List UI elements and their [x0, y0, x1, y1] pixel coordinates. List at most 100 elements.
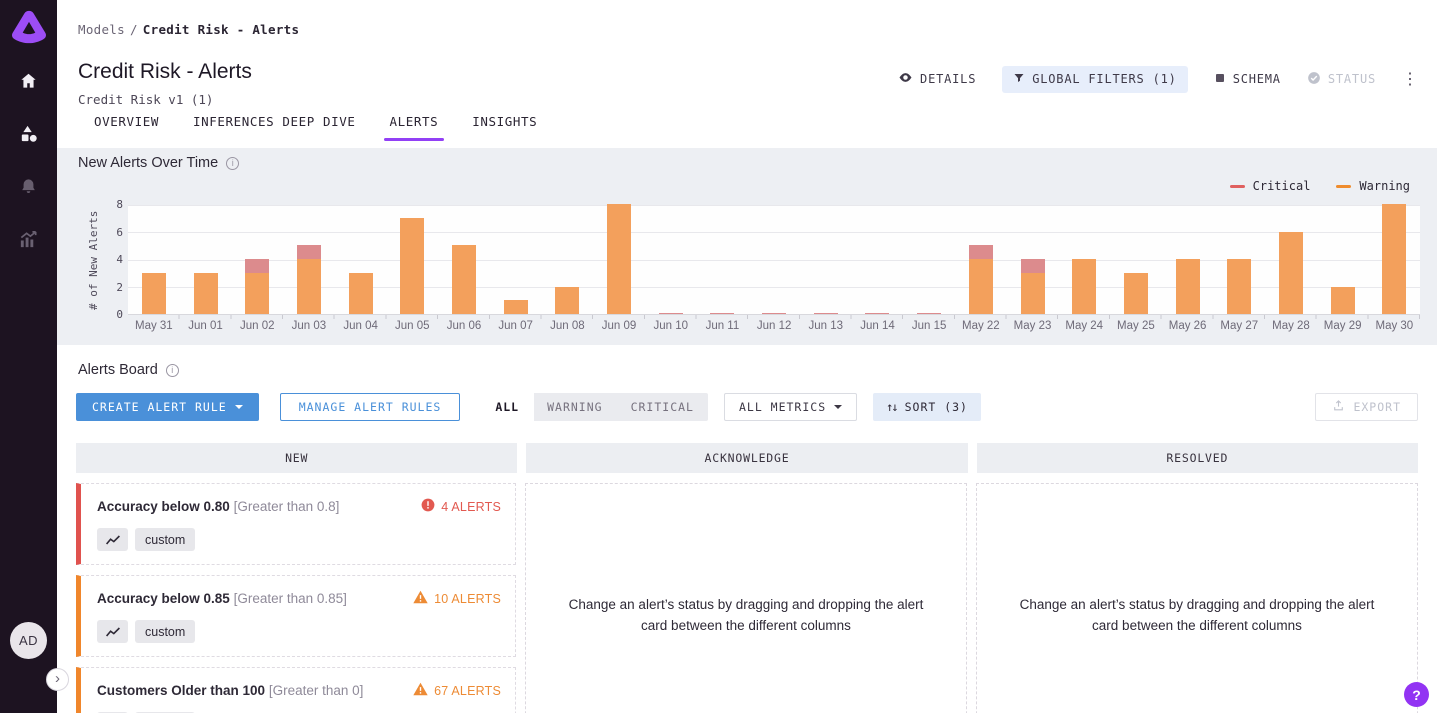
column-header-new: NEW: [76, 443, 518, 473]
details-button[interactable]: DETAILS: [898, 70, 976, 88]
bar-warning-segment: [968, 259, 993, 314]
legend-item-critical[interactable]: Critical: [1229, 179, 1310, 193]
alert-condition: [Greater than 0.85]: [233, 591, 347, 606]
bar-group: [1162, 205, 1214, 314]
bar-group: [231, 205, 283, 314]
bar-critical-segment: [1020, 259, 1045, 273]
x-tick-label: Jun 07: [498, 320, 533, 332]
severity-filter-segmented: ALL WARNING CRITICAL: [481, 393, 708, 421]
tag-chip[interactable]: custom: [135, 620, 196, 643]
bar-group: [128, 205, 180, 314]
alerts-board-title: Alerts Board i: [78, 362, 179, 378]
bar-group: [1213, 205, 1265, 314]
chart-plot: [128, 204, 1421, 315]
export-button[interactable]: EXPORT: [1315, 393, 1418, 421]
alerts-board: Alerts Board i CREATE ALERT RULE MANAGE …: [57, 345, 1437, 713]
arize-logo-icon[interactable]: [0, 0, 57, 48]
avatar[interactable]: AD: [10, 622, 47, 659]
status-button[interactable]: STATUS: [1307, 71, 1376, 88]
tab-overview[interactable]: OVERVIEW: [92, 110, 161, 141]
sort-arrows-icon: ↑↓: [886, 400, 899, 414]
x-tick-label: May 27: [1220, 320, 1259, 332]
bar-group: [645, 205, 697, 314]
x-tick-label: Jun 06: [446, 320, 482, 332]
info-icon[interactable]: i: [165, 363, 179, 377]
x-tick-label: Jun 13: [808, 320, 844, 332]
line-chart-icon[interactable]: [97, 528, 128, 551]
tag-chip[interactable]: custom: [135, 528, 196, 551]
check-circle-icon: [1307, 71, 1321, 88]
global-filters-button[interactable]: GLOBAL FILTERS (1): [1002, 65, 1188, 93]
breadcrumb-separator: /: [129, 22, 138, 37]
breadcrumb: Models / Credit Risk - Alerts: [78, 22, 299, 37]
all-metrics-dropdown[interactable]: ALL METRICS: [723, 393, 858, 421]
bar-group: [1369, 204, 1421, 314]
bar-warning-segment: [245, 272, 270, 314]
bar-warning-segment: [1072, 259, 1097, 314]
bar-group: [1058, 205, 1110, 314]
chevron-down-icon: [834, 405, 843, 409]
bar-group: [697, 205, 749, 314]
manage-alert-rules-button[interactable]: MANAGE ALERT RULES: [279, 393, 461, 421]
create-alert-rule-button[interactable]: CREATE ALERT RULE: [76, 393, 259, 421]
alert-card[interactable]: Accuracy below 0.80 [Greater than 0.8] 4…: [76, 483, 516, 565]
bar-group: [542, 205, 594, 314]
breadcrumb-root[interactable]: Models: [78, 22, 125, 37]
x-tick-label: May 25: [1117, 320, 1155, 332]
schema-button[interactable]: SCHEMA: [1214, 72, 1281, 87]
bar-group: [490, 205, 542, 314]
filter-warning-button[interactable]: WARNING: [533, 393, 616, 421]
home-icon[interactable]: [17, 68, 41, 92]
tab-alerts[interactable]: ALERTS: [383, 110, 445, 141]
x-tick-label: Jun 01: [188, 320, 223, 332]
models-shapes-icon[interactable]: [17, 121, 41, 145]
bar-warning-segment: [555, 286, 580, 314]
bar-group: [903, 205, 955, 314]
warning-legend-swatch: [1336, 184, 1352, 188]
filter-funnel-icon: [1013, 72, 1025, 87]
card-header: Accuracy below 0.85 [Greater than 0.85] …: [97, 590, 501, 607]
kanban-headers: NEW ACKNOWLEDGE RESOLVED: [76, 443, 1418, 473]
tab-inferences-deep-dive[interactable]: INFERENCES DEEP DIVE: [191, 110, 358, 141]
new-alerts-chart-panel: New Alerts Over Time i Critical Warning …: [57, 148, 1437, 345]
more-options-kebab-icon[interactable]: ⋮: [1402, 71, 1418, 88]
bar-warning-segment: [400, 217, 425, 314]
bar-group: [1007, 205, 1059, 314]
bar-critical-segment: [658, 312, 683, 314]
alert-card[interactable]: Customers Older than 100 [Greater than 0…: [76, 667, 516, 713]
line-chart-icon[interactable]: [97, 620, 128, 643]
legend-item-warning[interactable]: Warning: [1336, 179, 1410, 193]
bar-group: [283, 205, 335, 314]
y-tick-label: 2: [116, 280, 123, 294]
x-tick-label: Jun 14: [860, 320, 895, 332]
critical-alert-icon: [421, 498, 435, 515]
bar-critical-segment: [917, 312, 942, 314]
tab-insights[interactable]: INSIGHTS: [470, 110, 539, 141]
sidebar-expand-button[interactable]: ›: [46, 668, 69, 691]
help-button[interactable]: ?: [1404, 682, 1429, 707]
alert-rule-name: Accuracy below 0.85: [97, 591, 230, 606]
notifications-bell-icon[interactable]: [17, 174, 41, 198]
filter-critical-button[interactable]: CRITICAL: [617, 393, 708, 421]
column-acknowledge[interactable]: Change an alert’s status by dragging and…: [525, 483, 967, 713]
bar-warning-segment: [1330, 286, 1355, 314]
bar-group: [1110, 205, 1162, 314]
bar-critical-segment: [865, 312, 890, 314]
column-resolved[interactable]: Change an alert’s status by dragging and…: [976, 483, 1418, 713]
bar-warning-segment: [503, 300, 528, 314]
bar-group: [748, 205, 800, 314]
x-tick-label: Jun 15: [911, 320, 947, 332]
info-icon[interactable]: i: [226, 156, 240, 170]
x-tick-label: Jun 05: [395, 320, 430, 332]
alert-card[interactable]: Accuracy below 0.85 [Greater than 0.85] …: [76, 575, 516, 657]
alert-condition: [Greater than 0]: [268, 683, 364, 698]
bar-group: [335, 205, 387, 314]
monitors-chart-icon[interactable]: [17, 227, 41, 251]
warning-alert-icon: [413, 682, 428, 699]
filter-all-button[interactable]: ALL: [481, 393, 534, 421]
sort-button[interactable]: ↑↓ SORT (3): [873, 393, 981, 421]
card-header: Customers Older than 100 [Greater than 0…: [97, 682, 501, 699]
x-tick-label: Jun 02: [239, 320, 275, 332]
bar-group: [180, 205, 232, 314]
